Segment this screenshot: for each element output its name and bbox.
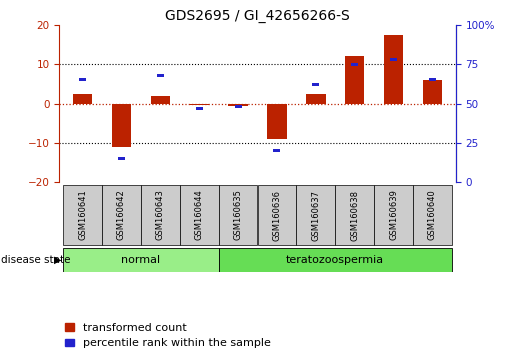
Bar (102, 185, 141, 245)
Bar (63, 185, 102, 245)
Bar (423, 80, 442, 104)
Bar (219, 248, 452, 272)
Text: GSM160641: GSM160641 (78, 190, 87, 240)
Bar (429, 78, 436, 81)
Bar (374, 185, 413, 245)
Bar (118, 157, 125, 160)
Bar (306, 94, 325, 104)
Bar (79, 78, 86, 81)
Bar (141, 185, 180, 245)
Bar (180, 185, 218, 245)
Bar (73, 94, 92, 104)
Bar (267, 104, 287, 139)
Bar (384, 35, 403, 104)
Text: GSM160635: GSM160635 (234, 190, 243, 240)
Text: GSM160642: GSM160642 (117, 190, 126, 240)
Bar (312, 83, 319, 86)
Bar (234, 105, 242, 108)
Text: disease state: disease state (1, 255, 71, 265)
Bar (219, 185, 258, 245)
Bar (335, 185, 374, 245)
Text: GDS2695 / GI_42656266-S: GDS2695 / GI_42656266-S (165, 9, 350, 23)
Text: GSM160638: GSM160638 (350, 189, 359, 241)
Bar (157, 74, 164, 77)
Text: GSM160636: GSM160636 (272, 189, 281, 241)
Bar (228, 104, 248, 105)
Text: teratozoospermia: teratozoospermia (286, 255, 384, 265)
Text: normal: normal (122, 255, 161, 265)
Bar (190, 104, 209, 105)
Bar (258, 185, 296, 245)
Text: GSM160640: GSM160640 (428, 190, 437, 240)
Text: GSM160637: GSM160637 (311, 189, 320, 241)
Bar (63, 248, 218, 272)
Bar (273, 149, 281, 152)
Bar (150, 96, 170, 104)
Bar (196, 107, 203, 110)
Bar (112, 104, 131, 147)
Text: GSM160639: GSM160639 (389, 190, 398, 240)
Bar (345, 56, 365, 104)
Text: GSM160643: GSM160643 (156, 190, 165, 240)
Bar (390, 58, 397, 61)
Bar (351, 63, 358, 66)
Legend: transformed count, percentile rank within the sample: transformed count, percentile rank withi… (65, 323, 270, 348)
Bar (297, 185, 335, 245)
Text: GSM160644: GSM160644 (195, 190, 204, 240)
Text: ▶: ▶ (54, 255, 61, 265)
Bar (413, 185, 452, 245)
